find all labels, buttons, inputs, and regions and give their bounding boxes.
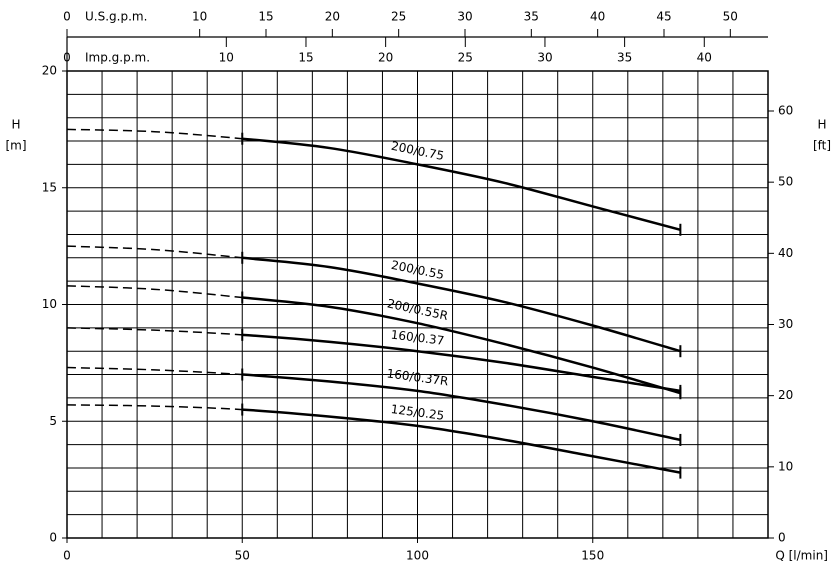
y-axis-label: H — [11, 118, 20, 132]
curve-dashed — [66, 285, 243, 299]
x-tick-label: 150 — [581, 549, 604, 563]
top-tick-label: 0 — [63, 10, 71, 24]
y2-axis-unit: [ft] — [813, 139, 831, 153]
top-tick-label: 35 — [617, 51, 632, 65]
curve — [242, 296, 681, 395]
top-tick-label: 0 — [63, 51, 71, 65]
top-tick-label: 35 — [524, 10, 539, 24]
y2-tick-label: 60 — [778, 103, 793, 117]
y-axis-unit: [m] — [5, 139, 26, 153]
curve-dashed — [66, 245, 243, 259]
y-tick-label: 10 — [42, 297, 57, 311]
top-tick-label: 50 — [723, 10, 738, 24]
y2-tick-label: 20 — [778, 388, 793, 402]
curve-dashed — [66, 366, 243, 376]
curve — [242, 333, 681, 393]
y2-axis-label: H — [817, 118, 826, 132]
curve-dashed — [66, 404, 243, 411]
top-tick-label: 10 — [192, 10, 207, 24]
y-tick-label: 5 — [49, 414, 57, 428]
curve — [242, 408, 681, 474]
y2-tick-label: 0 — [778, 531, 786, 545]
y-tick-label: 15 — [42, 180, 57, 194]
curve — [242, 256, 681, 353]
curve-dashed — [66, 327, 243, 336]
top-tick-label: 15 — [298, 51, 313, 65]
top-tick-label: 40 — [590, 10, 605, 24]
top-tick-label: 25 — [391, 10, 406, 24]
top-tick-label: 15 — [258, 10, 273, 24]
y2-tick-label: 40 — [778, 246, 793, 260]
curve — [242, 137, 681, 231]
y-tick-label: 0 — [49, 531, 57, 545]
y2-tick-label: 30 — [778, 317, 793, 331]
y2-tick-label: 50 — [778, 175, 793, 189]
top-axis-label: U.S.g.p.m. — [85, 10, 147, 24]
top-tick-label: 25 — [458, 51, 473, 65]
curve-dashed — [66, 128, 243, 140]
top-tick-label: 20 — [378, 51, 393, 65]
top-tick-label: 30 — [457, 10, 472, 24]
x-tick-label: 50 — [235, 549, 250, 563]
x-axis-label: Q [l/min] — [775, 549, 828, 563]
top-tick-label: 45 — [656, 10, 671, 24]
x-tick-label: 100 — [406, 549, 429, 563]
top-tick-label: 10 — [219, 51, 234, 65]
top-tick-label: 30 — [537, 51, 552, 65]
top-tick-label: 40 — [697, 51, 712, 65]
curve — [242, 373, 681, 442]
curve-label: 160/0.37 — [390, 328, 445, 348]
top-axis-label: Imp.g.p.m. — [85, 51, 150, 65]
y-tick-label: 20 — [42, 64, 57, 78]
x-tick-label: 0 — [63, 549, 71, 563]
y2-tick-label: 10 — [778, 459, 793, 473]
top-tick-label: 20 — [325, 10, 340, 24]
